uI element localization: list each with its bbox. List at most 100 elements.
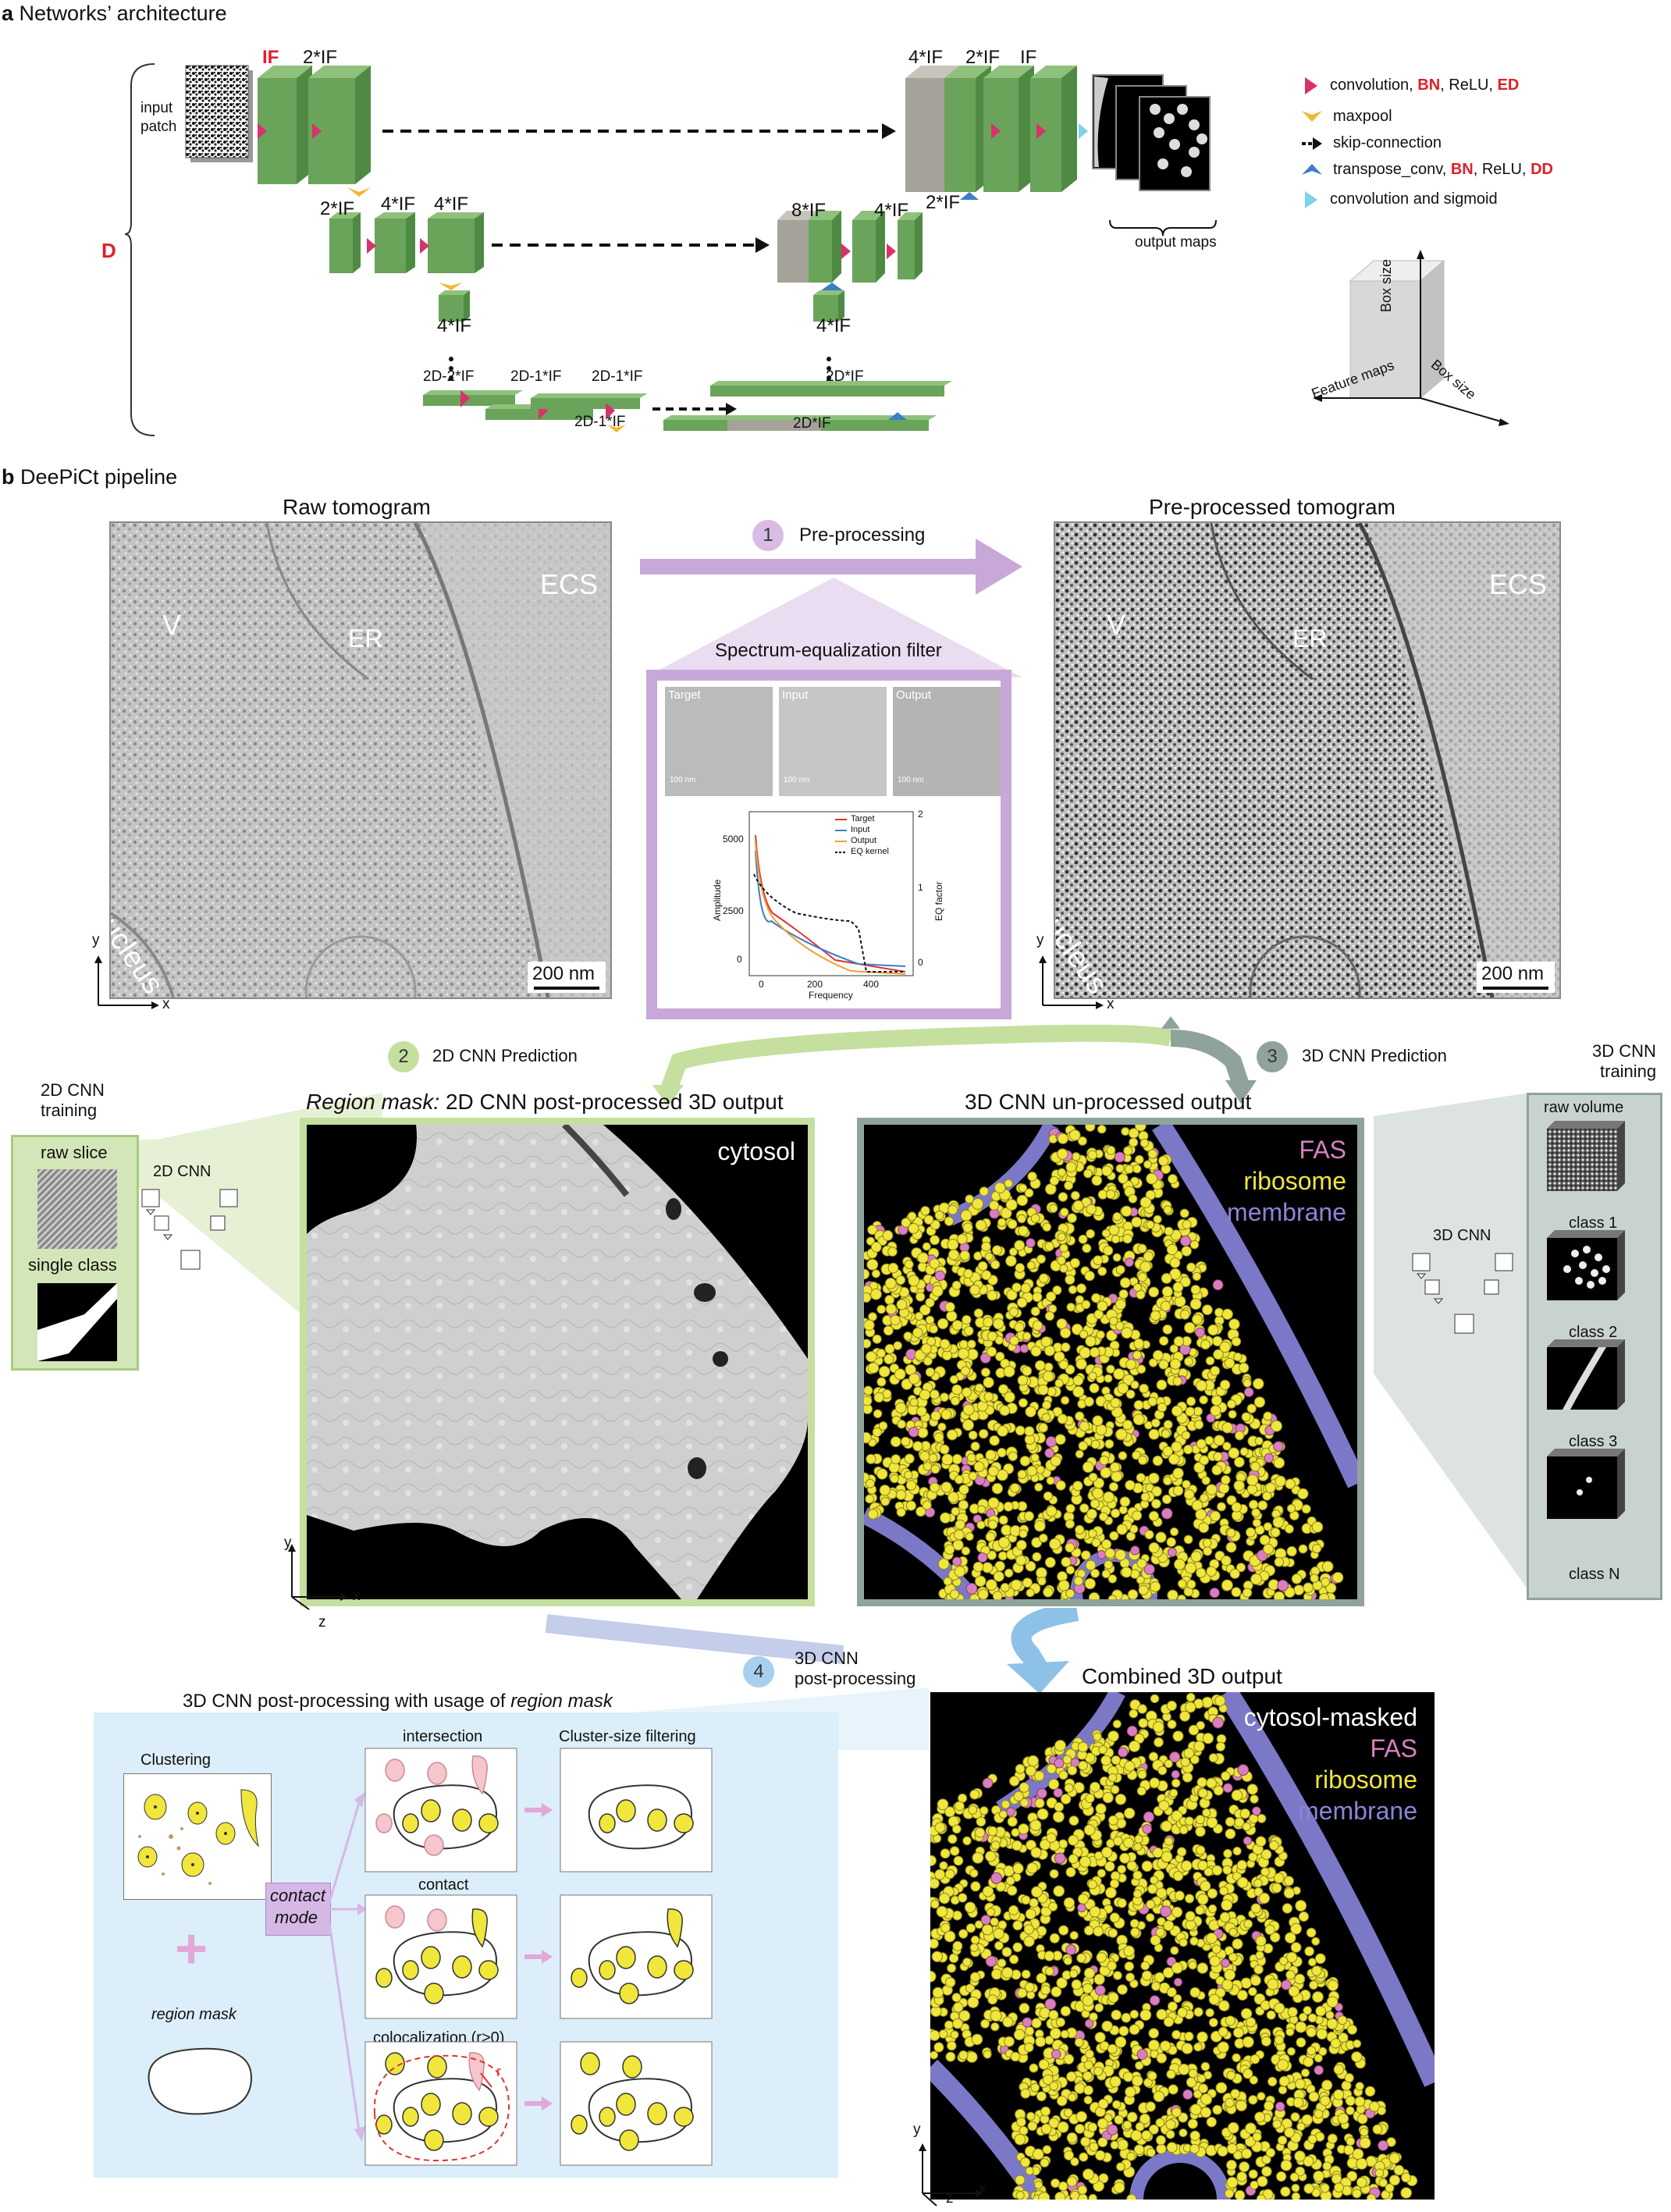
ribosome-particle	[1072, 1385, 1085, 1398]
ribosome-particle	[1147, 2147, 1156, 2157]
ribosome-particle	[1125, 2086, 1136, 2098]
ribosome-particle	[919, 1389, 931, 1401]
ribosome-particle	[960, 1209, 972, 1222]
ribosome-particle	[1132, 1510, 1143, 1521]
ribosome-particle	[1161, 1851, 1173, 1863]
ribosome-particle	[1185, 1894, 1195, 1904]
ribosome-particle	[1067, 1765, 1078, 1776]
raw-scale-text: 200 nm	[532, 963, 596, 984]
ribosome-particle	[1158, 1155, 1169, 1166]
ribosome-particle	[997, 1447, 1007, 1458]
ribosome-particle	[1169, 1788, 1179, 1798]
contact-mode-box	[265, 1883, 331, 1936]
ribosome-particle	[1202, 1304, 1213, 1316]
ribosome-particle	[1307, 2013, 1317, 2023]
ribosome-particle	[1259, 1535, 1271, 1545]
axis-box-size-v: Box size	[1378, 258, 1394, 312]
ribosome-particle	[951, 1396, 960, 1406]
ribosome-particle	[1064, 1783, 1074, 1793]
ribosome-particle	[1231, 1336, 1242, 1346]
depth-brace	[125, 63, 155, 436]
ribosome-particle	[1101, 2020, 1113, 2032]
ribosome-particle	[1116, 1524, 1128, 1535]
ribosome-particle	[1240, 2008, 1253, 2020]
ribosome-particle	[969, 1789, 980, 1800]
ribosome-particle	[930, 1878, 940, 1889]
ribosome-particle	[1280, 2186, 1291, 2197]
label-bottom-2: 2D-1*IF	[510, 368, 562, 385]
ribosome-particle	[998, 1515, 1008, 1525]
ribosome-particle	[941, 1453, 954, 1466]
fas-particle	[1179, 1235, 1192, 1246]
ribosome-particle	[1005, 1255, 1017, 1267]
ribosome-particle	[939, 1444, 950, 1455]
ribosome-particle	[1172, 1485, 1184, 1496]
ribosome-particle	[866, 1351, 877, 1363]
ribosome-particle	[1082, 1983, 1093, 1994]
ribosome-particle	[1036, 1808, 1049, 1820]
post-clustering-box	[123, 1773, 272, 1900]
ribosome-particle	[1000, 1582, 1010, 1592]
ribosome-particle	[958, 1484, 969, 1495]
ribosome-particle	[946, 1429, 958, 1441]
ribosome-particle	[947, 1239, 959, 1250]
contact-mode-label-1: contact	[270, 1886, 325, 1905]
ribosome-particle	[1344, 2073, 1354, 2083]
ribosome-particle	[1030, 1453, 1040, 1463]
ribosome-particle	[1235, 1431, 1245, 1441]
fas-particle	[1149, 1995, 1161, 2006]
ribosome-particle	[1104, 1374, 1113, 1383]
fas-particle	[985, 1955, 997, 1967]
ribosome-particle	[870, 1241, 882, 1253]
ribosome-particle	[864, 1385, 873, 1396]
ribosome-particle	[1286, 1504, 1296, 1513]
ribosome-particle	[1136, 1558, 1147, 1569]
ribosome-particle	[1129, 1137, 1139, 1147]
ribosome-particle	[1161, 1429, 1171, 1439]
ribosome-particle	[1158, 1359, 1169, 1370]
fas-particle	[982, 1777, 994, 1789]
ribosome-particle	[1061, 1342, 1071, 1353]
ribosome-particle	[1196, 2074, 1207, 2083]
ribosome-particle	[1076, 1283, 1086, 1294]
ribosome-particle	[1246, 1403, 1257, 1414]
ribosome-particle	[1181, 1860, 1193, 1872]
ribosome-particle	[1265, 2147, 1276, 2158]
ribosome-particle	[1115, 1794, 1127, 1805]
ribosome-particle	[1025, 1560, 1036, 1572]
ribosome-particle	[1359, 2137, 1371, 2149]
ribosome-particle	[1039, 1839, 1051, 1851]
ribosome-particle	[1337, 2015, 1348, 2025]
ribosome-particle	[1135, 2061, 1144, 2070]
ribosome-particle	[1057, 2121, 1069, 2133]
label-l1-2if: 2*IF	[320, 198, 355, 219]
ribosome-particle	[1203, 1546, 1213, 1556]
ribosome-particle	[1309, 1980, 1318, 1990]
ribosome-particle	[1172, 1467, 1184, 1479]
ribosome-particle	[1083, 1168, 1093, 1179]
ribosome-particle	[1061, 1556, 1072, 1567]
ribosome-particle	[1293, 1584, 1305, 1595]
ribosome-particle	[1097, 1125, 1107, 1134]
ribosome-particle	[957, 1233, 968, 1245]
ribosome-particle	[1087, 1150, 1098, 1161]
fas-particle	[990, 1872, 1003, 1884]
ribosome-particle	[1085, 1125, 1096, 1132]
ribosome-particle	[1107, 1961, 1117, 1971]
ribosome-particle	[1088, 1591, 1100, 1599]
ribosome-particle	[990, 2010, 1002, 2022]
ribosome-particle	[965, 1194, 974, 1204]
ribosome-particle	[1201, 1476, 1211, 1485]
ribosome-particle	[1206, 1933, 1218, 1944]
filter-legend-eq: EQ kernel	[851, 847, 889, 856]
ribosome-particle	[999, 1810, 1008, 1819]
ribosome-particle	[916, 1406, 927, 1417]
ribosome-particle	[982, 1886, 994, 1897]
step1-arrow	[640, 539, 1022, 595]
ribosome-particle	[1070, 1190, 1080, 1200]
ribosome-particle	[1326, 2018, 1339, 2030]
post-plus: +	[175, 1918, 208, 1980]
ribosome-particle	[1065, 1519, 1075, 1529]
ribosome-particle	[912, 1441, 923, 1452]
ribosome-particle	[914, 1311, 924, 1321]
